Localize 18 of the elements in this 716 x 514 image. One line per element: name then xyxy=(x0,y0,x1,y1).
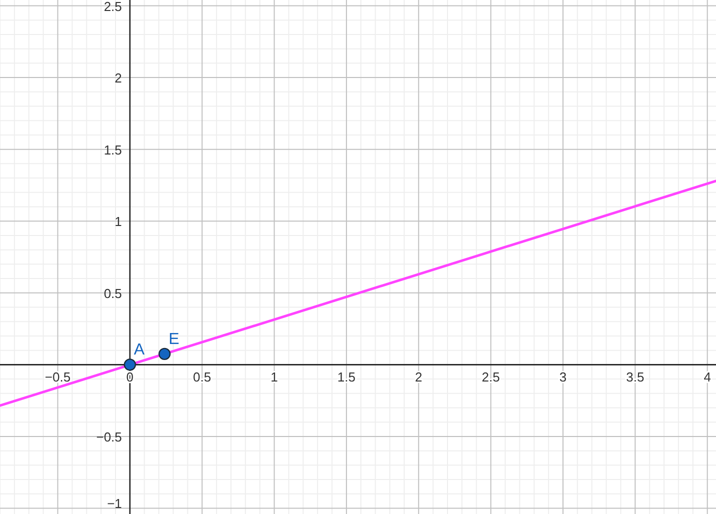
y-tick-label: −0.5 xyxy=(96,429,122,444)
y-tick-label: 2.5 xyxy=(104,0,122,14)
y-tick-label: 1.5 xyxy=(104,142,122,158)
x-tick-label: 3.5 xyxy=(626,370,644,385)
annotation: E xyxy=(168,330,180,348)
x-tick-label: 4 xyxy=(704,370,711,385)
annotation: A xyxy=(134,342,145,359)
x-tick-label: 1.5 xyxy=(337,370,356,385)
x-tick-label: 1 xyxy=(270,370,278,385)
x-tick-label: 2 xyxy=(415,370,422,385)
y-tick-label: −1 xyxy=(107,496,122,511)
x-tick-label: −0.5 xyxy=(44,370,71,385)
y-tick-label: 1 xyxy=(114,214,122,230)
x-tick-label: 0.5 xyxy=(193,370,212,385)
y-tick-label: 2 xyxy=(114,70,122,86)
x-tick-label: 2.5 xyxy=(482,370,500,385)
y-tick-label: 0.5 xyxy=(104,286,122,301)
x-tick-label: 3 xyxy=(559,370,567,385)
